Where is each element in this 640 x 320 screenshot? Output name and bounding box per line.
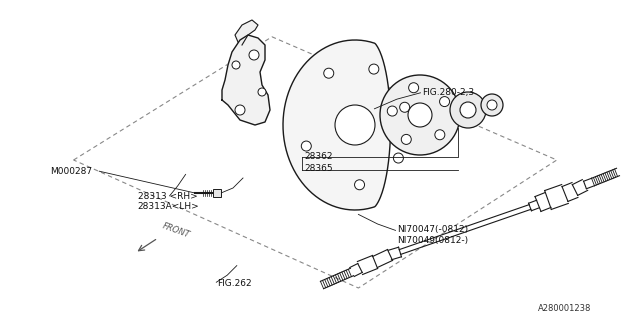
Polygon shape [235,20,258,45]
Circle shape [450,92,486,128]
Polygon shape [222,35,270,125]
Circle shape [408,83,419,93]
Text: 28362: 28362 [304,152,333,161]
Circle shape [380,75,460,155]
Text: M000287: M000287 [50,167,92,176]
Text: NI70049(0812-): NI70049(0812-) [397,236,468,244]
Circle shape [387,106,397,116]
Circle shape [399,102,410,112]
Polygon shape [283,40,390,210]
Circle shape [401,134,412,144]
Text: FRONT: FRONT [161,222,191,240]
Text: NI70047(-0812): NI70047(-0812) [397,225,468,234]
Text: FIG.280-2,3: FIG.280-2,3 [422,88,474,97]
Circle shape [460,102,476,118]
Circle shape [235,105,245,115]
Circle shape [355,180,365,190]
Circle shape [394,153,403,163]
Bar [213,189,221,197]
Circle shape [232,61,240,69]
Circle shape [408,103,432,127]
Circle shape [435,130,445,140]
Circle shape [258,88,266,96]
Text: A280001238: A280001238 [538,304,591,313]
Circle shape [249,50,259,60]
Circle shape [487,100,497,110]
Circle shape [481,94,503,116]
Text: 28365: 28365 [304,164,333,173]
Circle shape [369,64,379,74]
Text: 28313A<LH>: 28313A<LH> [138,202,199,211]
Circle shape [324,68,333,78]
Circle shape [335,105,375,145]
Text: 28313 <RH>: 28313 <RH> [138,192,197,201]
Circle shape [440,97,449,107]
Text: FIG.262: FIG.262 [218,279,252,288]
Circle shape [301,141,311,151]
